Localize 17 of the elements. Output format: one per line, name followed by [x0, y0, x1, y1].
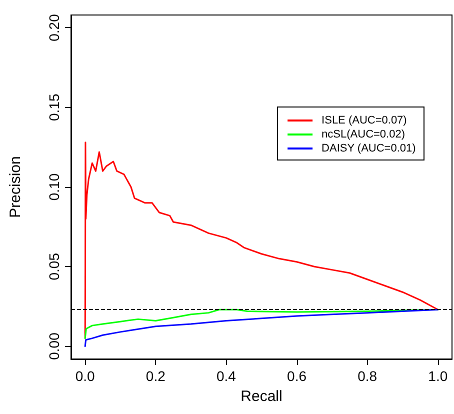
line-series: [84, 308, 439, 348]
legend-label: ncSL(AUC=0.02): [322, 128, 406, 140]
y-tick-label: 0.05: [46, 252, 62, 280]
y-tick-label: 0.00: [46, 332, 62, 360]
legend-label: DAISY (AUC=0.01): [322, 142, 416, 154]
x-tick-label: 0.0: [75, 368, 96, 384]
x-tick-label: 0.6: [287, 368, 307, 384]
x-tick-label: 0.8: [358, 368, 378, 384]
y-tick-label: 0.20: [46, 14, 62, 42]
y-tick-label: 0.10: [46, 173, 62, 201]
y-tick-label: 0.15: [46, 94, 62, 121]
y-axis-title: Precision: [7, 156, 24, 218]
x-tick-label: 1.0: [428, 368, 448, 384]
x-tick-label: 0.2: [146, 368, 166, 384]
x-axis-title: Recall: [240, 388, 282, 405]
legend-label: ISLE (AUC=0.07): [322, 114, 407, 126]
x-tick-label: 0.4: [216, 368, 236, 384]
